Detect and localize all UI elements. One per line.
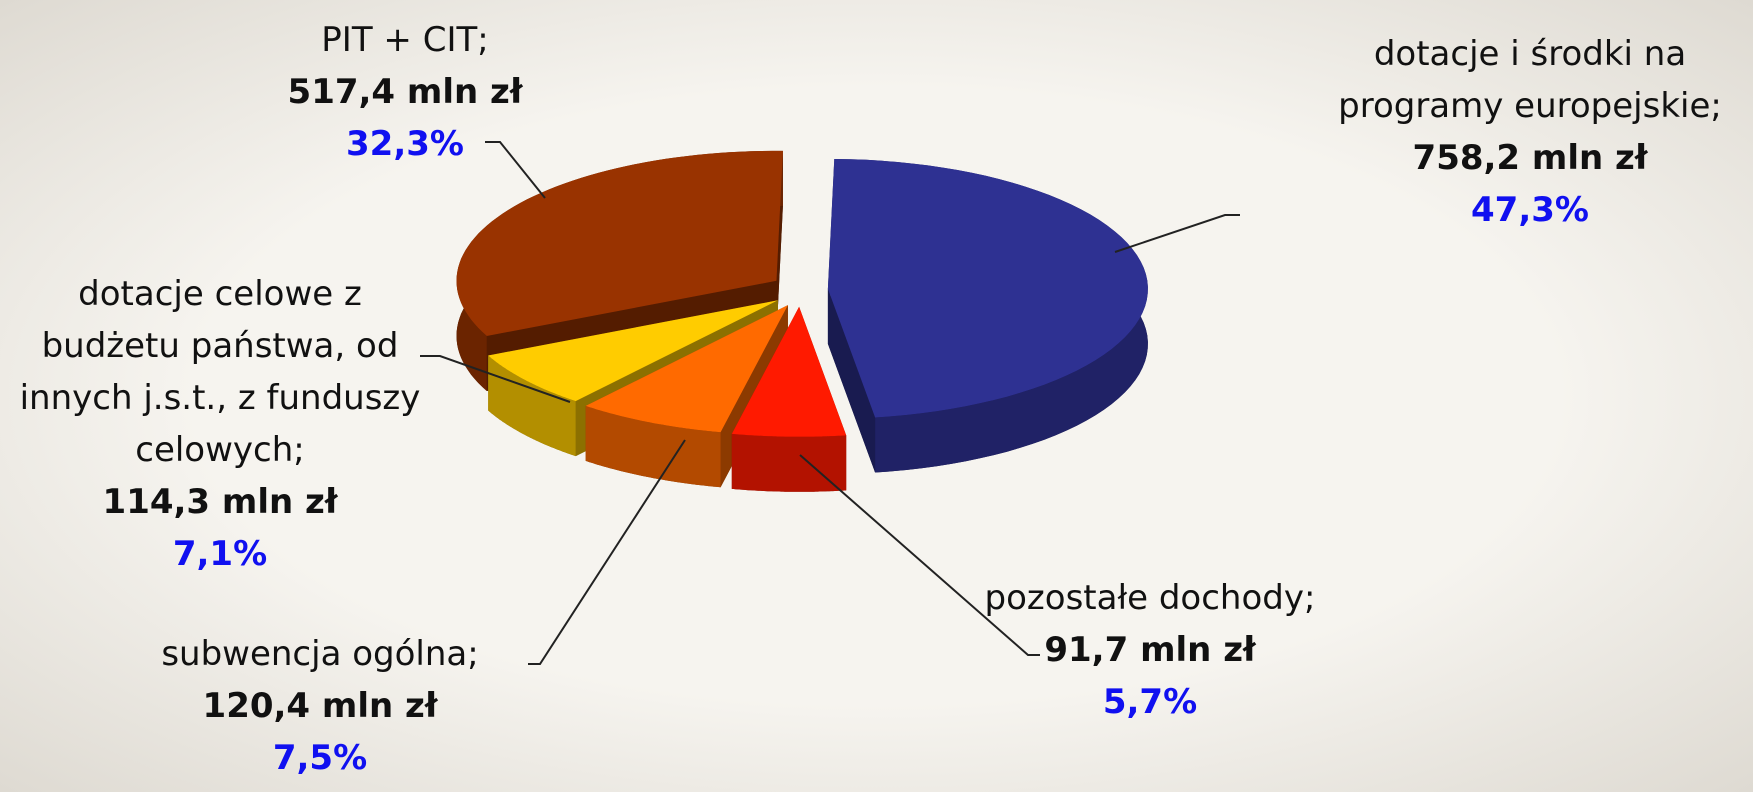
leader-line (1114, 214, 1240, 253)
category-label: dotacje celowe z budżetu państwa, od inn… (19, 274, 421, 470)
percent-label: 5,7% (1102, 682, 1198, 722)
value-label: 517,4 mln zł (287, 72, 523, 112)
slice-top (456, 150, 783, 336)
category-label: pozostałe dochody; (984, 578, 1316, 618)
percent-label: 7,1% (172, 534, 268, 574)
leader-line (485, 141, 546, 199)
category-label: PIT + CIT; (321, 20, 489, 60)
leader-line (528, 439, 686, 665)
slice-label: subwencja ogólna; 120,4 mln zł 7,5% (110, 628, 530, 784)
slice-top (585, 305, 788, 433)
slice-label: dotacje celowe z budżetu państwa, od inn… (10, 268, 430, 580)
value-label: 758,2 mln zł (1412, 138, 1648, 178)
percent-label: 7,5% (272, 738, 368, 778)
category-label: dotacje i środki na programy europejskie… (1338, 34, 1722, 126)
pie-slice (456, 150, 783, 391)
slice-top (731, 306, 847, 437)
value-label: 120,4 mln zł (202, 686, 438, 726)
pie-slice (827, 159, 1148, 473)
percent-label: 32,3% (346, 124, 464, 164)
percent-label: 47,3% (1471, 190, 1589, 230)
leader-line (420, 355, 571, 403)
value-label: 114,3 mln zł (102, 482, 338, 522)
category-label: subwencja ogólna; (161, 634, 479, 674)
slice-label: pozostałe dochody; 91,7 mln zł 5,7% (980, 572, 1320, 728)
slice-label: dotacje i środki na programy europejskie… (1320, 28, 1740, 236)
value-label: 91,7 mln zł (1044, 630, 1256, 670)
leader-line (799, 454, 1040, 656)
pie-slice (731, 306, 847, 492)
slice-top (827, 159, 1148, 418)
slice-top (488, 300, 778, 402)
slice-side (827, 288, 876, 473)
slice-label: PIT + CIT; 517,4 mln zł 32,3% (225, 14, 585, 170)
slice-wall (731, 433, 847, 492)
slice-wall (585, 405, 721, 488)
